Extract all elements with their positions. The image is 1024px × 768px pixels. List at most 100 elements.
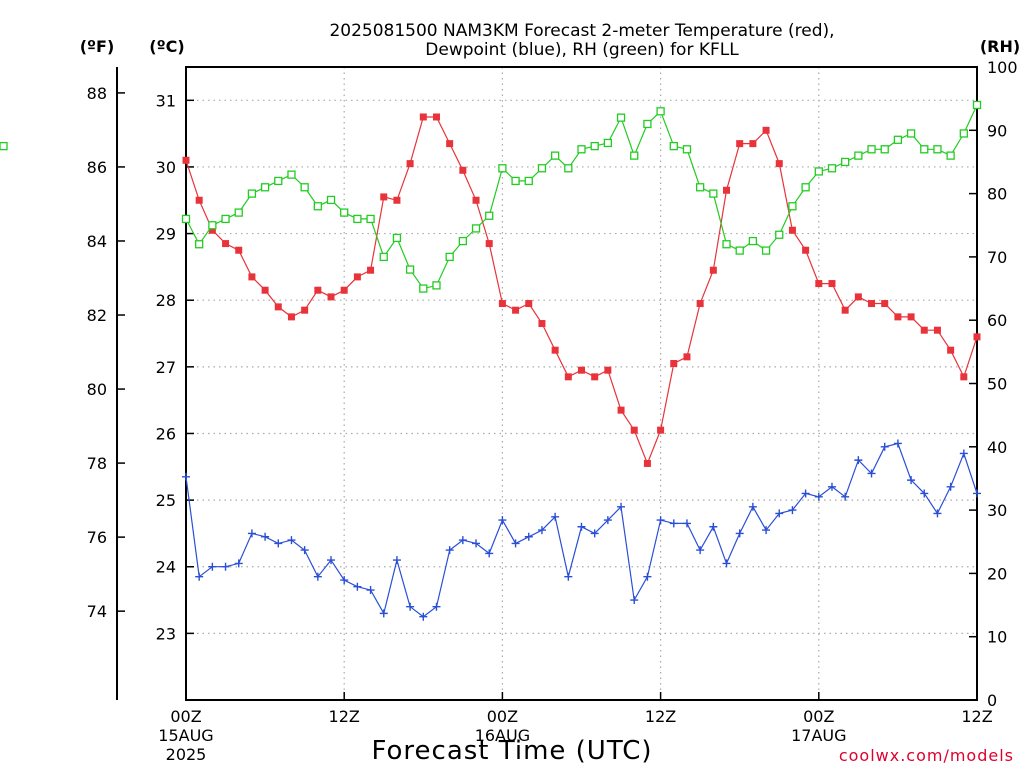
rh-point: [906, 129, 916, 138]
dewpoint-point: [432, 602, 441, 611]
rh-point: [511, 176, 520, 186]
temperature-point: [657, 426, 665, 434]
dewpoint-point: [827, 482, 836, 491]
dewpoint-point: [775, 509, 784, 518]
rh-point: [748, 236, 758, 246]
temperature-point: [894, 313, 902, 321]
chart-title-line1: 2025081500 NAM3KM Forecast 2-meter Tempe…: [329, 21, 834, 41]
rh-point: [550, 151, 560, 160]
temperature-point: [881, 300, 889, 308]
temperature-point: [815, 280, 823, 288]
temperature-point: [222, 240, 230, 248]
temperature-point: [604, 366, 612, 374]
dewpoint-point: [182, 472, 190, 481]
temperature-point: [788, 226, 796, 234]
dewpoint-point: [247, 529, 256, 538]
rh-point: [722, 240, 731, 249]
temperature-point: [208, 226, 216, 234]
rh-point: [841, 157, 850, 167]
temperature-point: [564, 373, 572, 381]
rh-point: [274, 176, 283, 186]
temperature-point: [630, 426, 638, 434]
dewpoint-point: [208, 562, 217, 571]
dewpoint-point: [445, 546, 454, 555]
dewpoint-point: [630, 596, 639, 605]
temperature-point: [907, 313, 915, 321]
celsius-tick-label: 24: [156, 558, 176, 577]
fahrenheit-tick-label: 80: [87, 380, 107, 399]
dewpoint-point: [814, 492, 823, 501]
fahrenheit-tick-label: 88: [87, 84, 107, 103]
fahrenheit-tick-label: 82: [87, 306, 107, 325]
rh-point: [696, 183, 705, 192]
temperature-point: [775, 160, 783, 168]
temperature-point: [380, 193, 388, 201]
dewpoint-point: [920, 489, 929, 498]
dewpoint-point: [498, 516, 507, 525]
rh-point: [972, 100, 982, 110]
x-tick-label: 00Z: [803, 707, 834, 726]
rh-point: [577, 145, 586, 154]
rh-point: [775, 230, 784, 239]
rh-point: [656, 107, 665, 116]
temperature-point: [802, 246, 810, 254]
rh-point: [801, 183, 810, 192]
temperature-point: [762, 126, 770, 134]
rh-point: [590, 141, 599, 151]
rh-point: [181, 214, 191, 224]
rh-point: [392, 233, 402, 243]
celsius-tick-label: 28: [156, 291, 176, 310]
dewpoint-point: [379, 609, 388, 618]
rh-point: [946, 151, 955, 160]
x-tick-label: 15AUG: [158, 726, 213, 745]
dewpoint-point: [880, 442, 889, 451]
temperature-point: [393, 196, 401, 204]
dewpoint-point: [195, 572, 204, 581]
temperature-point: [446, 140, 454, 148]
dewpoint-point: [511, 539, 520, 548]
rh-tick-label: 0: [987, 691, 997, 710]
rh-point: [630, 151, 639, 160]
dewpoint-point: [854, 456, 863, 465]
rh-point: [616, 113, 626, 122]
temperature-point: [973, 333, 981, 341]
temperature-point: [920, 326, 928, 334]
temperature-point: [683, 353, 691, 361]
x-tick-label: 12Z: [645, 707, 676, 726]
celsius-tick-label: 29: [156, 225, 176, 244]
rh-point: [405, 265, 415, 274]
dewpoint-point: [261, 532, 270, 541]
rh-point: [260, 183, 270, 192]
x-tick-label: 12Z: [329, 707, 360, 726]
temperature-point: [723, 186, 731, 194]
dewpoint-point: [485, 549, 494, 558]
temperature-point: [248, 273, 256, 281]
fahrenheit-tick-label: 86: [87, 158, 107, 177]
fahrenheit-unit-label: (ºF): [80, 37, 115, 56]
temperature-point: [696, 300, 704, 308]
fahrenheit-tick-label: 76: [87, 528, 107, 547]
dewpoint-point: [762, 526, 771, 535]
plot-frame: [185, 66, 978, 701]
rh-point: [195, 240, 204, 249]
rh-tick-label: 100: [987, 58, 1018, 77]
rh-point: [498, 164, 507, 173]
rh-point: [537, 164, 547, 173]
temperature-point: [617, 406, 625, 414]
rh-point: [761, 246, 771, 255]
rh-point: [880, 145, 889, 154]
celsius-tick-label: 31: [156, 91, 176, 110]
dewpoint-point: [366, 586, 375, 595]
x-axis-title: Forecast Time (UTC): [371, 736, 652, 766]
rh-point: [854, 151, 863, 160]
dewpoint-point: [841, 492, 850, 501]
dewpoint-point: [696, 546, 705, 555]
rh-point: [564, 164, 573, 173]
temperature-point: [327, 293, 335, 301]
temperature-point: [485, 240, 493, 248]
dewpoint-point: [748, 502, 757, 511]
temperature-point: [274, 303, 282, 311]
temperature-point: [960, 373, 968, 381]
rh-point: [366, 214, 375, 224]
